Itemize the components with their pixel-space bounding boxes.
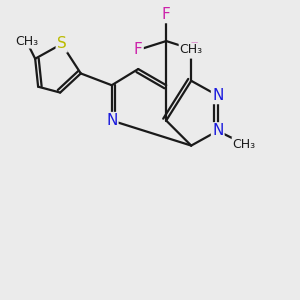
Text: F: F	[162, 7, 171, 22]
Text: F: F	[134, 42, 142, 57]
Text: F: F	[190, 42, 199, 57]
Text: N: N	[212, 88, 224, 103]
Text: CH₃: CH₃	[180, 44, 203, 56]
Text: N: N	[106, 113, 117, 128]
Text: CH₃: CH₃	[15, 34, 38, 48]
Text: CH₃: CH₃	[233, 138, 256, 151]
Text: S: S	[57, 37, 67, 52]
Text: N: N	[212, 123, 224, 138]
